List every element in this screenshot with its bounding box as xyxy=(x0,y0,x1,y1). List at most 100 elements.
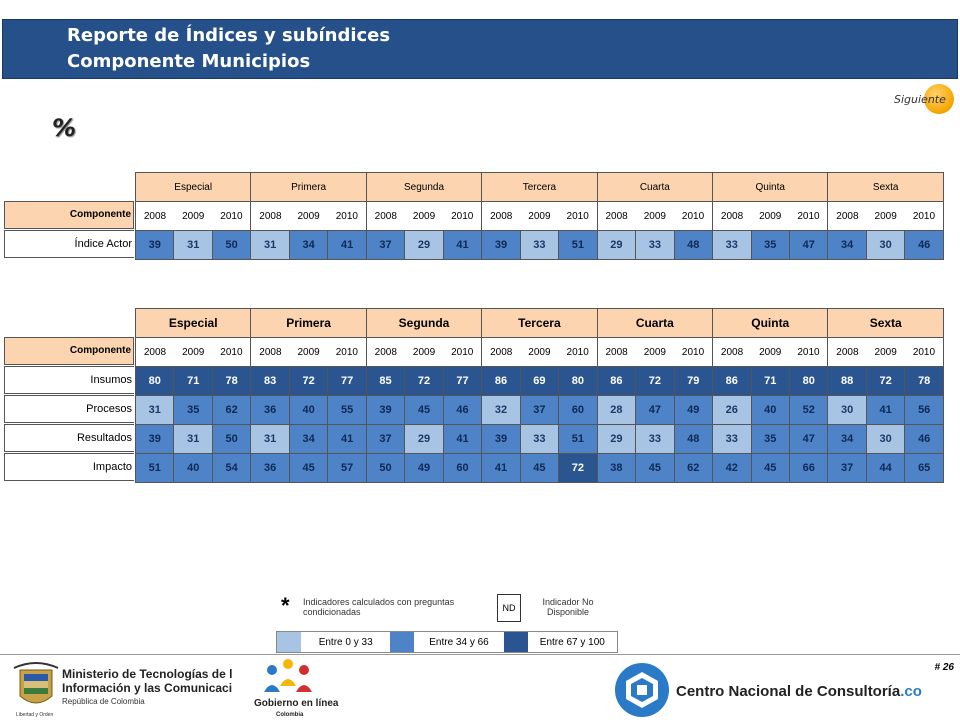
value-cell: 60 xyxy=(558,395,598,425)
subindex-table: Especial Primera Segunda Tercera Cuarta Quint… xyxy=(134,308,944,483)
value-cell: 41 xyxy=(865,395,906,425)
year-cell: 2008 xyxy=(365,337,405,367)
group-header: Especial xyxy=(134,308,252,338)
legend-label-high: Entre 67 y 100 xyxy=(527,632,617,652)
value-cell: 41 xyxy=(442,424,483,454)
year-cell: 2009 xyxy=(520,201,559,231)
value-cell: 86 xyxy=(712,366,752,396)
value-cell: 72 xyxy=(635,366,675,396)
orange-circle-icon xyxy=(924,84,954,114)
year-cell: 2010 xyxy=(443,201,483,231)
year-cell: 2009 xyxy=(635,337,675,367)
gel-line1: Gobierno en línea xyxy=(254,698,339,709)
row-label: Resultados xyxy=(4,424,134,452)
value-cell: 66 xyxy=(788,453,829,483)
value-cell: 39 xyxy=(134,230,175,260)
value-cell: 30 xyxy=(865,424,906,454)
value-cell: 28 xyxy=(596,395,637,425)
value-cell: 40 xyxy=(750,395,790,425)
value-cell: 31 xyxy=(173,230,213,260)
value-cell: 35 xyxy=(750,424,790,454)
value-cell: 65 xyxy=(904,453,944,483)
value-cell: 77 xyxy=(442,366,483,396)
table-row: 31 35 62 36 40 55 39 45 46 32 37 60 28 47 49 26 40 52 30 41… xyxy=(134,395,944,425)
year-cell: 2010 xyxy=(904,337,944,367)
value-cell: 26 xyxy=(712,395,752,425)
value-cell: 51 xyxy=(558,424,598,454)
value-cell: 29 xyxy=(404,230,444,260)
legend-swatch-mid xyxy=(390,632,415,652)
year-cell: 2008 xyxy=(596,337,636,367)
value-cell: 72 xyxy=(865,366,906,396)
year-cell: 2009 xyxy=(866,337,905,367)
value-cell: 41 xyxy=(481,453,521,483)
value-cell: 40 xyxy=(173,453,213,483)
value-cell: 29 xyxy=(596,230,637,260)
year-cell: 2008 xyxy=(134,201,174,231)
row-label: Insumos xyxy=(4,366,134,394)
gobierno-en-linea-logo: Gobierno en línea Colombia xyxy=(254,659,339,718)
value-cell: 47 xyxy=(788,424,829,454)
value-cell: 35 xyxy=(750,230,790,260)
value-cell: 79 xyxy=(673,366,714,396)
value-cell: 34 xyxy=(827,424,867,454)
value-cell: 80 xyxy=(788,366,829,396)
ministry-line2: Información y las Comunicaciones xyxy=(62,681,232,695)
value-cell: 80 xyxy=(558,366,598,396)
group-header: Cuarta xyxy=(596,172,714,202)
component-header: Componente xyxy=(4,201,134,229)
colombia-shield-icon xyxy=(13,662,59,704)
value-cell: 62 xyxy=(673,453,714,483)
value-cell: 50 xyxy=(211,424,252,454)
year-cell: 2010 xyxy=(789,337,829,367)
ministry-line1: Ministerio de Tecnologías de la xyxy=(62,667,232,681)
value-cell: 45 xyxy=(288,453,329,483)
value-cell: 88 xyxy=(827,366,867,396)
value-cell: 34 xyxy=(288,230,329,260)
value-cell: 47 xyxy=(635,395,675,425)
group-header: Quinta xyxy=(712,308,829,338)
year-cell: 2009 xyxy=(866,201,905,231)
gel-line2: Colombia xyxy=(276,712,304,718)
value-cell: 41 xyxy=(442,230,483,260)
value-cell: 31 xyxy=(173,424,213,454)
year-cell: 2010 xyxy=(904,201,944,231)
value-cell: 45 xyxy=(404,395,444,425)
value-cell: 33 xyxy=(635,230,675,260)
value-cell: 33 xyxy=(635,424,675,454)
year-cell: 2010 xyxy=(327,201,367,231)
year-cell: 2010 xyxy=(674,201,714,231)
year-cell: 2008 xyxy=(481,337,521,367)
value-cell: 37 xyxy=(827,453,867,483)
legend-swatch-dark xyxy=(503,632,528,652)
year-cell: 2008 xyxy=(827,201,867,231)
year-cell: 2009 xyxy=(173,337,213,367)
value-cell: 56 xyxy=(904,395,944,425)
value-cell: 50 xyxy=(211,230,252,260)
value-cell: 72 xyxy=(288,366,329,396)
group-header: Cuarta xyxy=(596,308,714,338)
value-cell: 30 xyxy=(827,395,867,425)
value-cell: 55 xyxy=(327,395,367,425)
value-cell: 46 xyxy=(904,424,944,454)
cnc-logo: Centro Nacional de Consultoría.com xyxy=(615,663,922,717)
value-cell: 50 xyxy=(365,453,406,483)
page-number: # 26 xyxy=(934,662,954,673)
value-cell: 33 xyxy=(712,424,752,454)
table-row: 39 31 50 31 34 41 37 29 41 39 33 51 29 33 48 33 35 47 34 30… xyxy=(134,230,944,260)
shield-caption: Libertad y Orden xyxy=(16,712,53,718)
year-cell: 2008 xyxy=(712,337,751,367)
value-cell: 36 xyxy=(250,395,290,425)
cnc-text: Centro Nacional de Consultoría xyxy=(676,683,901,700)
value-cell: 30 xyxy=(865,230,906,260)
value-cell: 51 xyxy=(558,230,598,260)
value-cell: 78 xyxy=(211,366,252,396)
value-cell: 37 xyxy=(365,230,406,260)
next-button[interactable]: Siguiente xyxy=(888,84,954,114)
nd-box: ND xyxy=(497,594,521,622)
value-cell: 42 xyxy=(712,453,752,483)
group-header: Sexta xyxy=(827,308,944,338)
svg-text:Centro Nacional de Consultoría: Centro Nacional de Consultoría.com xyxy=(676,683,922,700)
value-cell: 72 xyxy=(558,453,598,483)
legend-label-mid: Entre 34 y 66 xyxy=(414,632,504,652)
